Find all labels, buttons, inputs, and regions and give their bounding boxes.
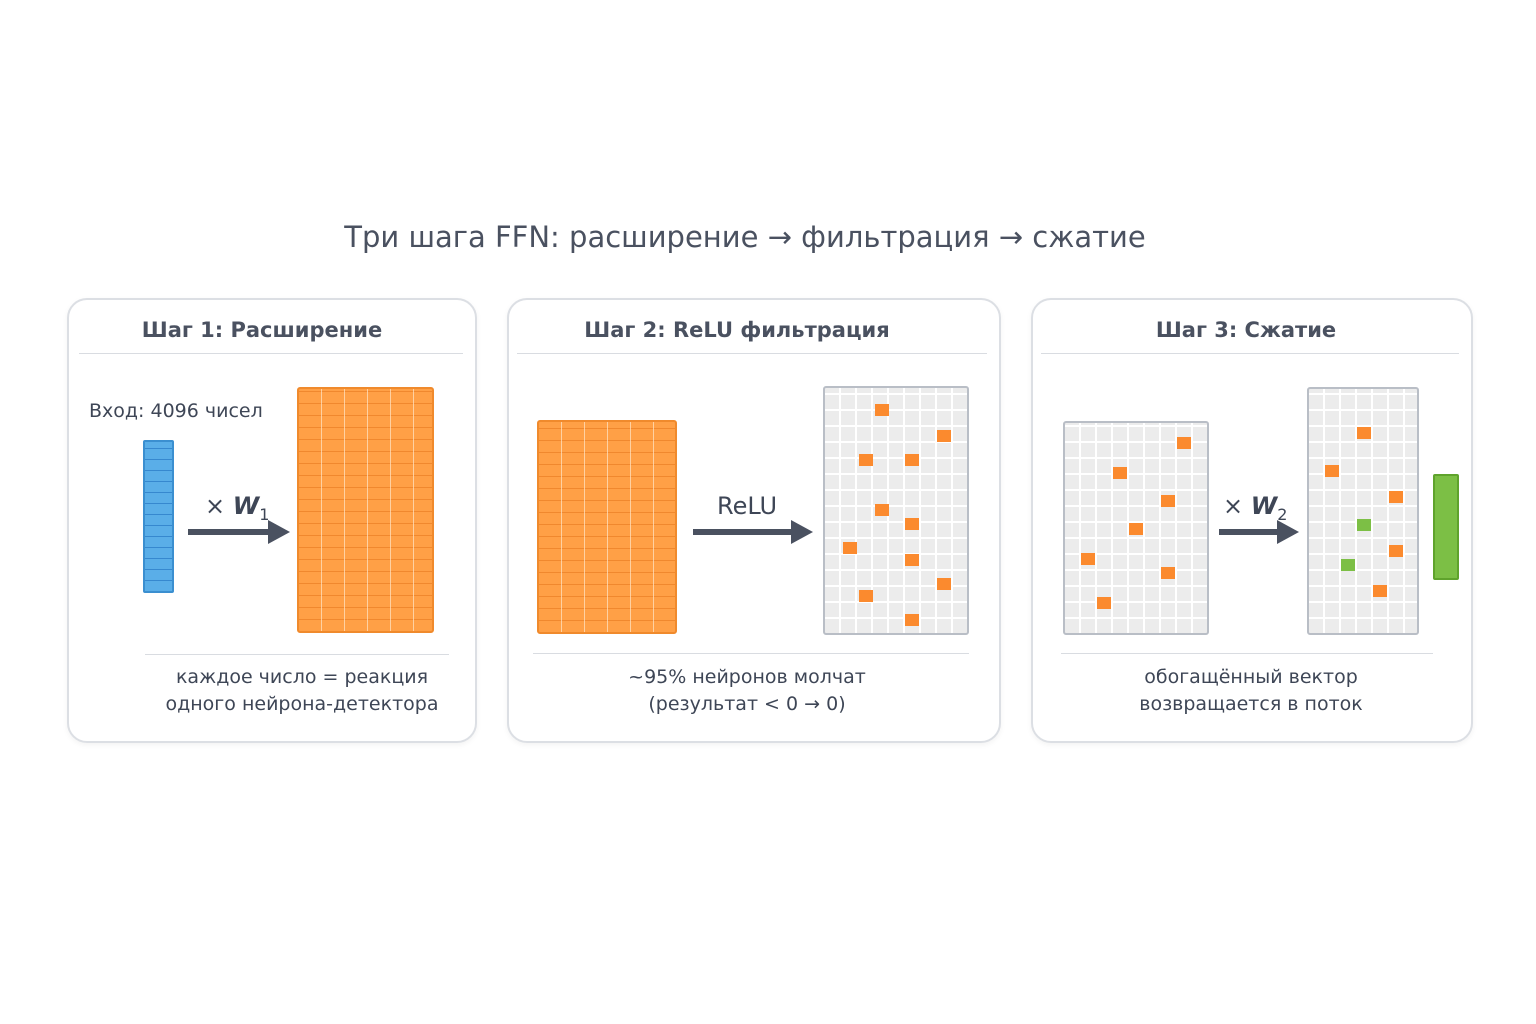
caption-line: возвращается в поток	[1139, 693, 1363, 715]
divider	[533, 653, 969, 654]
operator: × W2	[1223, 492, 1287, 524]
operator-prefix: ×	[1223, 492, 1244, 520]
panel: Шаг 2: ReLU фильтрация ReLU ~95% нейроно…	[507, 298, 1001, 743]
panel: Шаг 3: Сжатие × W2 обогащённый вектор воз…	[1031, 298, 1473, 743]
panel-title: Шаг 3: Сжатие	[1155, 318, 1337, 342]
active-cell	[1177, 437, 1191, 449]
active-cell	[859, 590, 873, 602]
sparse-matrix	[823, 386, 969, 635]
caption-line: (результат < 0 → 0)	[648, 693, 846, 715]
active-cell	[1389, 491, 1403, 503]
active-cell	[905, 518, 919, 530]
active-cell	[1373, 585, 1387, 597]
divider	[1041, 353, 1459, 354]
active-cell	[937, 578, 951, 590]
divider	[1061, 653, 1433, 654]
active-cell	[1113, 467, 1127, 479]
arrow	[188, 520, 290, 544]
expanded-matrix	[297, 387, 434, 633]
operator-subscript: 1	[259, 504, 270, 524]
arrow	[1219, 520, 1299, 544]
active-cell	[843, 542, 857, 554]
active-cell	[905, 454, 919, 466]
input-vector	[143, 440, 174, 593]
panel-title: Шаг 1: Расширение	[141, 318, 383, 342]
active-cell	[1357, 427, 1371, 439]
operator-symbol: W	[232, 492, 260, 520]
active-cell	[1129, 523, 1143, 535]
panel: Шаг 1: Расширение Вход: 4096 чисел × W1 …	[67, 298, 477, 743]
sparse-matrix	[1307, 387, 1419, 635]
operator-prefix: ×	[205, 492, 226, 520]
hidden-matrix	[537, 420, 677, 634]
diagram-title: Три шага FFN: расширение → фильтрация → …	[344, 220, 1146, 254]
caption: ~95% нейронов молчат (результат < 0 → 0)	[509, 664, 985, 718]
active-cell	[1341, 559, 1355, 571]
operator: × W1	[205, 492, 269, 524]
caption: каждое число = реакция одного нейрона-дет…	[69, 664, 535, 718]
active-cell	[905, 614, 919, 626]
divider	[79, 353, 463, 354]
active-cell	[937, 430, 951, 442]
active-cell	[1389, 545, 1403, 557]
active-cell	[1161, 567, 1175, 579]
operator-subscript: 2	[1277, 504, 1288, 524]
caption-line: ~95% нейронов молчат	[628, 666, 866, 688]
active-cell	[905, 554, 919, 566]
caption-line: каждое число = реакция	[175, 666, 429, 688]
sparse-matrix	[1063, 421, 1209, 635]
active-cell	[1161, 495, 1175, 507]
caption: обогащённый вектор возвращается в поток	[1033, 664, 1469, 718]
operator-symbol: W	[1250, 492, 1278, 520]
output-vector	[1433, 474, 1459, 580]
active-cell	[875, 504, 889, 516]
operator-symbol: ReLU	[717, 492, 778, 520]
active-cell	[1357, 519, 1371, 531]
caption-line: одного нейрона-детектора	[165, 693, 439, 715]
arrow	[693, 520, 813, 544]
active-cell	[1325, 465, 1339, 477]
active-cell	[1097, 597, 1111, 609]
divider	[145, 654, 449, 655]
panel-title: Шаг 2: ReLU фильтрация	[584, 318, 890, 342]
caption-line: обогащённый вектор	[1144, 666, 1358, 688]
input-label: Вход: 4096 чисел	[89, 400, 263, 422]
active-cell	[875, 404, 889, 416]
divider	[517, 353, 987, 354]
operator: ReLU	[717, 492, 777, 520]
active-cell	[1081, 553, 1095, 565]
active-cell	[859, 454, 873, 466]
